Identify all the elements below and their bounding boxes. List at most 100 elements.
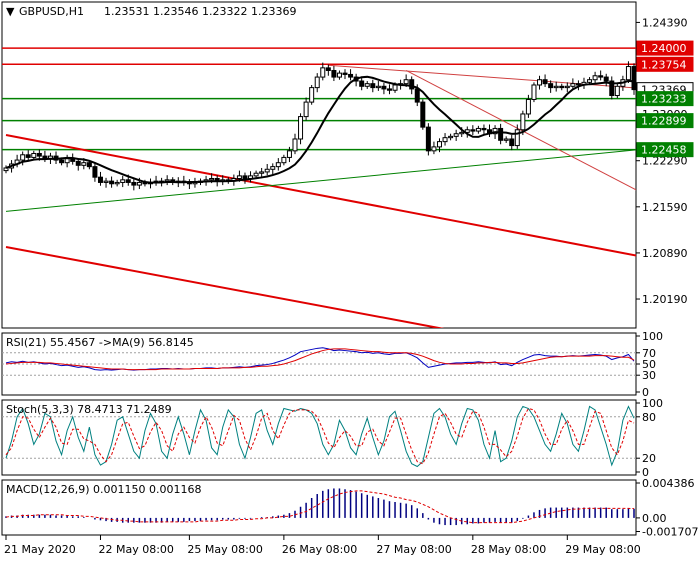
candle-body-105 xyxy=(587,79,593,83)
candle-body-68 xyxy=(381,85,387,90)
candle-body-109 xyxy=(609,80,615,97)
candle-body-57 xyxy=(320,67,326,78)
candle-body-42 xyxy=(236,175,242,180)
x-tick-label-4: 27 May 08:00 xyxy=(376,543,451,556)
candle-body-112 xyxy=(625,66,631,81)
candle-body-50 xyxy=(281,156,287,164)
trendline-1 xyxy=(5,246,445,328)
level-label-0: 1.24000 xyxy=(641,42,687,55)
candle-body-15 xyxy=(86,162,92,168)
candle-body-96 xyxy=(537,79,543,86)
candle-body-23 xyxy=(131,181,137,186)
candle-body-54 xyxy=(303,101,309,118)
rsi-tick-label-1: 70 xyxy=(642,347,656,360)
candle-body-10 xyxy=(59,159,65,164)
rsi-series-0 xyxy=(5,347,635,371)
moving-average-line xyxy=(5,75,635,184)
candle-body-65 xyxy=(364,83,370,87)
candle-body-52 xyxy=(292,138,298,152)
candle-body-94 xyxy=(525,98,531,115)
rsi-tick-label-3: 30 xyxy=(642,369,656,382)
candle-body-78 xyxy=(436,141,442,148)
candle-body-53 xyxy=(298,116,304,140)
price-tick-label-3: 1.21590 xyxy=(642,201,688,214)
stoch-panel-frame xyxy=(1,399,637,476)
candle-body-92 xyxy=(514,129,520,147)
candle-body-62 xyxy=(348,73,354,78)
candle-body-86 xyxy=(481,127,487,131)
candle-body-45 xyxy=(253,172,259,177)
candle-body-82 xyxy=(459,131,465,135)
candle-body-113 xyxy=(631,66,636,91)
candle-body-60 xyxy=(336,72,342,78)
ohlc-label: 1.23531 1.23546 1.23322 1.23369 xyxy=(104,5,296,18)
candle-body-110 xyxy=(614,85,620,97)
candle-body-18 xyxy=(103,180,109,183)
macd-tick-label-2: -0.001707 xyxy=(642,525,698,538)
candle-body-6 xyxy=(36,152,42,157)
candle-body-11 xyxy=(64,158,70,164)
candle-body-58 xyxy=(325,67,331,71)
candle-body-88 xyxy=(492,127,498,135)
candle-body-16 xyxy=(92,166,98,178)
candle-body-66 xyxy=(370,83,376,89)
candle-body-37 xyxy=(209,178,215,181)
price-tick-label-5: 1.20190 xyxy=(642,293,688,306)
stoch-tick-label-2: 20 xyxy=(642,452,656,465)
candle-body-83 xyxy=(464,129,470,133)
candle-body-4 xyxy=(25,154,31,158)
level-label-3: 1.23233 xyxy=(641,93,687,106)
x-tick-label-1: 22 May 08:00 xyxy=(98,543,173,556)
candle-body-56 xyxy=(314,76,320,89)
candle-body-102 xyxy=(570,83,576,87)
candle-body-106 xyxy=(592,75,598,81)
stoch-series-0 xyxy=(5,405,635,468)
stoch-label: Stoch(5,3,3) 78.4713 71.2489 xyxy=(6,403,172,416)
x-tick-label-0: 21 May 2020 xyxy=(4,543,76,556)
candle-body-73 xyxy=(409,79,415,90)
candle-body-72 xyxy=(403,79,409,85)
candle-body-75 xyxy=(420,101,426,128)
rsi-series-1 xyxy=(5,348,635,371)
rsi-tick-label-4: 0 xyxy=(642,386,649,399)
candle-body-70 xyxy=(392,84,398,91)
candle-body-81 xyxy=(453,133,459,137)
stoch-tick-label-1: 80 xyxy=(642,411,656,424)
candle-body-77 xyxy=(431,146,437,152)
candle-body-51 xyxy=(286,150,292,158)
price-tick-label-4: 1.20890 xyxy=(642,247,688,260)
candle-body-19 xyxy=(109,180,115,185)
price-panel-frame xyxy=(1,1,637,329)
level-label-5: 1.22458 xyxy=(641,144,687,157)
price-tick-label-2: 1.22290 xyxy=(642,155,688,168)
candle-body-84 xyxy=(470,129,476,132)
candle-body-21 xyxy=(120,179,126,183)
level-label-1: 1.23754 xyxy=(641,58,687,71)
candle-body-89 xyxy=(498,127,504,141)
candle-body-103 xyxy=(575,83,581,86)
macd-panel-frame xyxy=(1,479,637,536)
candle-body-69 xyxy=(386,88,392,91)
candle-body-48 xyxy=(270,166,276,170)
candle-body-79 xyxy=(442,137,448,143)
x-tick-label-3: 26 May 08:00 xyxy=(282,543,357,556)
candle-body-46 xyxy=(259,171,265,174)
trendline-0 xyxy=(5,134,636,257)
macd-label: MACD(12,26,9) 0.001150 0.001168 xyxy=(6,483,202,496)
rsi-tick-label-0: 100 xyxy=(642,330,663,343)
candle-body-47 xyxy=(264,168,270,173)
candle-body-85 xyxy=(475,127,481,132)
price-tick-label-0: 1.24390 xyxy=(642,16,688,29)
candle-body-101 xyxy=(564,85,570,89)
level-tag-1 xyxy=(636,56,694,72)
candle-body-14 xyxy=(81,162,87,166)
level-tag-4 xyxy=(636,113,694,129)
macd-signal-line xyxy=(5,490,635,524)
candle-body-67 xyxy=(375,85,381,89)
candle-body-17 xyxy=(97,176,103,183)
candle-body-74 xyxy=(414,88,420,103)
candle-body-99 xyxy=(553,85,559,89)
candle-body-91 xyxy=(509,138,515,147)
